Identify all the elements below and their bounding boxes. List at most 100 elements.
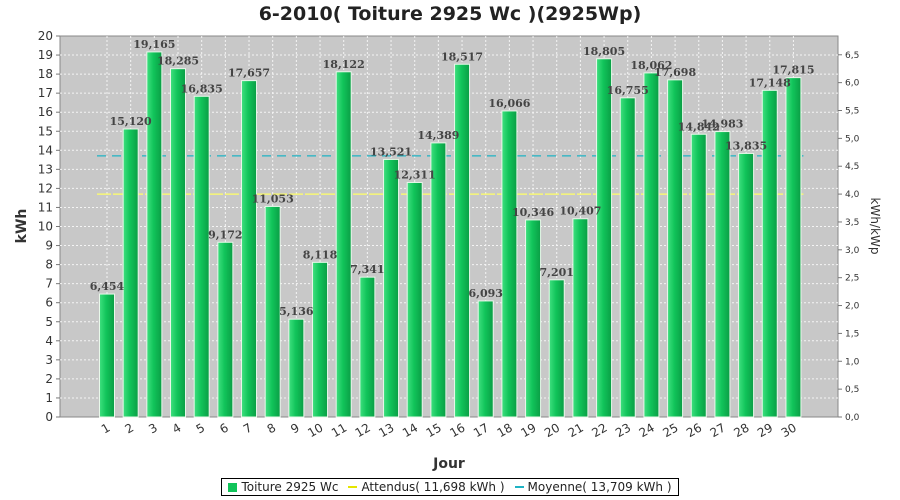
bar xyxy=(501,110,518,418)
x-tick-label: 1 xyxy=(99,420,113,436)
bar xyxy=(548,279,565,418)
x-tick-label: 15 xyxy=(424,420,444,440)
bar-value-label: 14,842 xyxy=(678,120,720,133)
y2-tick-label: 2,5 xyxy=(845,274,859,284)
y-axis-label: kWh xyxy=(14,209,30,244)
legend-label-expected: Attendus( 11,698 kWh ) xyxy=(361,480,505,494)
bar xyxy=(738,152,755,418)
y-tick-label: 13 xyxy=(38,162,53,176)
x-tick-label: 21 xyxy=(566,420,586,440)
bar xyxy=(572,218,589,418)
legend-item-production: Toiture 2925 Wc xyxy=(228,480,338,494)
x-tick-label: 30 xyxy=(779,420,799,440)
x-tick-label: 7 xyxy=(241,420,255,436)
x-tick-label: 6 xyxy=(217,420,231,436)
bar xyxy=(122,128,139,418)
bar xyxy=(170,68,187,418)
y-tick-label: 5 xyxy=(45,315,53,329)
y2-tick-label: 1,0 xyxy=(845,357,860,367)
y2-tick-label: 5,0 xyxy=(845,134,860,144)
bar xyxy=(643,72,660,418)
bar xyxy=(288,318,305,418)
legend-swatch-expected xyxy=(348,486,358,488)
bar-value-label: 17,148 xyxy=(749,76,791,89)
x-tick-label: 19 xyxy=(518,420,538,440)
y-tick-label: 20 xyxy=(38,29,53,43)
x-tick-label: 25 xyxy=(660,420,680,440)
x-tick-label: 11 xyxy=(329,420,349,440)
bar-value-label: 18,805 xyxy=(583,45,625,58)
y2-tick-label: 0,5 xyxy=(845,385,859,395)
x-tick-label: 2 xyxy=(123,420,137,436)
bar xyxy=(146,51,163,418)
x-axis-label: Jour xyxy=(432,456,465,472)
y-tick-label: 9 xyxy=(45,239,53,253)
bar-value-label: 17,657 xyxy=(228,67,270,80)
legend-swatch-production xyxy=(228,482,238,492)
bar-value-label: 16,835 xyxy=(181,82,223,95)
y2-tick-label: 3,0 xyxy=(845,246,860,256)
y2-tick-label: 4,5 xyxy=(845,162,859,172)
y-tick-label: 8 xyxy=(45,258,53,272)
bar xyxy=(312,261,329,418)
y2-tick-label: 4,0 xyxy=(845,190,860,200)
bar-value-label: 7,201 xyxy=(540,266,574,279)
bar xyxy=(785,77,802,418)
x-tick-label: 16 xyxy=(447,420,467,440)
bar-value-label: 17,815 xyxy=(772,64,814,77)
bar xyxy=(667,79,684,418)
x-tick-label: 26 xyxy=(684,420,704,440)
y2-tick-label: 0,0 xyxy=(845,413,860,423)
bar xyxy=(406,181,423,418)
bar-value-label: 16,066 xyxy=(488,97,530,110)
bar xyxy=(761,89,778,418)
bar xyxy=(241,80,258,418)
x-tick-label: 18 xyxy=(495,420,515,440)
bar xyxy=(99,293,115,418)
y-tick-label: 14 xyxy=(38,143,53,157)
bar-value-label: 18,062 xyxy=(630,59,672,72)
x-tick-label: 12 xyxy=(353,420,373,440)
bar xyxy=(383,158,400,418)
bar-value-label: 17,698 xyxy=(654,66,696,79)
y2-tick-label: 5,5 xyxy=(845,107,859,117)
bar-value-label: 18,285 xyxy=(157,55,199,68)
y-tick-label: 3 xyxy=(45,353,53,367)
bar xyxy=(690,133,707,418)
x-tick-label: 8 xyxy=(265,420,279,436)
x-tick-label: 9 xyxy=(288,420,302,436)
bar xyxy=(477,300,494,418)
bar xyxy=(193,95,210,418)
x-tick-label: 5 xyxy=(194,420,208,436)
y-tick-label: 15 xyxy=(38,124,53,138)
bar-value-label: 18,122 xyxy=(323,58,365,71)
y-tick-label: 18 xyxy=(38,67,53,81)
bar-value-label: 14,389 xyxy=(417,129,459,142)
y-tick-label: 2 xyxy=(45,372,53,386)
y2-tick-label: 1,5 xyxy=(845,329,859,339)
x-tick-label: 10 xyxy=(305,420,325,440)
y-tick-label: 16 xyxy=(38,105,53,119)
bar-value-label: 10,346 xyxy=(512,206,554,219)
bar-value-label: 15,120 xyxy=(110,115,152,128)
y-tick-label: 10 xyxy=(38,220,53,234)
bar-value-label: 10,407 xyxy=(559,205,601,218)
bar xyxy=(430,142,447,418)
bar xyxy=(525,219,542,418)
bar-value-label: 5,136 xyxy=(279,305,314,318)
bar xyxy=(714,131,731,418)
y-tick-label: 6 xyxy=(45,296,53,310)
chart-title: 6-2010( Toiture 2925 Wc )(2925Wp) xyxy=(259,3,642,25)
bar xyxy=(335,71,352,418)
y2-tick-label: 3,5 xyxy=(845,218,859,228)
y-tick-label: 7 xyxy=(45,277,53,291)
legend-item-average: Moyenne( 13,709 kWh ) xyxy=(514,480,672,494)
bar-value-label: 8,118 xyxy=(303,248,338,261)
y-tick-label: 4 xyxy=(45,334,53,348)
bar xyxy=(359,276,376,418)
bar-value-label: 13,835 xyxy=(725,139,767,152)
bar-value-label: 14,983 xyxy=(701,118,743,131)
y2-axis-label: kWh/kWp xyxy=(868,198,882,255)
x-tick-label: 4 xyxy=(170,420,184,436)
